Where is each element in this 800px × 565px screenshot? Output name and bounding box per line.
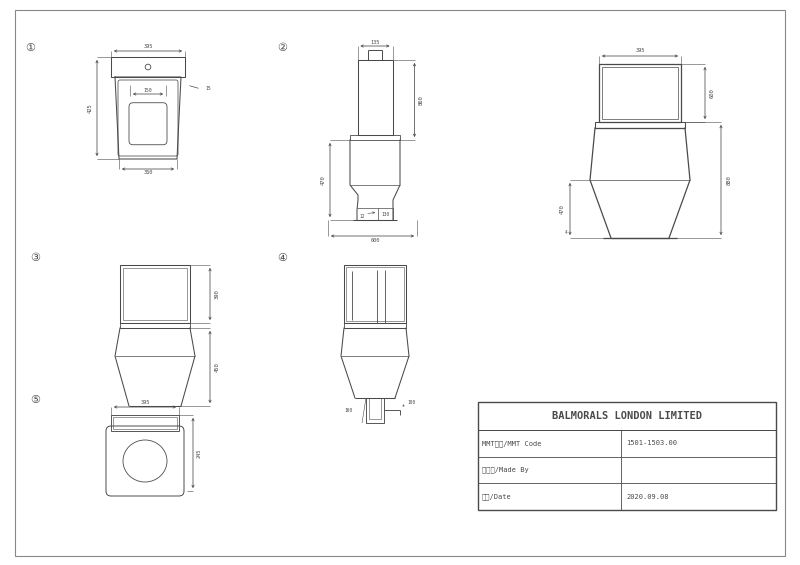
Text: BALMORALS LONDON LIMITED: BALMORALS LONDON LIMITED xyxy=(552,411,702,421)
Text: 860: 860 xyxy=(419,95,424,105)
Text: 2020.09.08: 2020.09.08 xyxy=(626,494,669,499)
Text: ②: ② xyxy=(277,43,287,53)
Bar xyxy=(478,402,776,510)
Bar xyxy=(595,122,685,128)
Text: ⑤: ⑤ xyxy=(30,395,40,405)
Bar xyxy=(111,57,185,77)
Text: 15: 15 xyxy=(205,86,210,92)
Text: 425: 425 xyxy=(87,103,93,113)
Bar xyxy=(369,398,381,419)
Bar xyxy=(123,268,187,320)
Text: 470: 470 xyxy=(321,175,326,185)
Text: 390: 390 xyxy=(214,289,219,299)
Bar xyxy=(599,64,681,122)
Bar xyxy=(366,398,384,423)
Text: 880: 880 xyxy=(726,175,731,185)
Text: 395: 395 xyxy=(140,401,150,406)
Bar xyxy=(346,267,404,321)
Bar xyxy=(344,323,406,328)
Bar xyxy=(478,402,776,430)
Text: 600: 600 xyxy=(710,88,714,98)
Bar xyxy=(113,417,177,429)
Text: ③: ③ xyxy=(30,253,40,263)
Text: ④: ④ xyxy=(277,253,287,263)
Text: 制图人/Made By: 制图人/Made By xyxy=(482,467,529,473)
Text: 245: 245 xyxy=(197,448,202,458)
Text: 450: 450 xyxy=(214,362,219,372)
Text: 470: 470 xyxy=(559,204,565,214)
Bar xyxy=(358,60,393,135)
Text: 12: 12 xyxy=(359,214,365,219)
Text: 150: 150 xyxy=(144,88,152,93)
Bar xyxy=(344,265,406,323)
Text: 100: 100 xyxy=(407,401,415,406)
Bar xyxy=(602,67,678,119)
Text: 130: 130 xyxy=(381,212,390,218)
Bar xyxy=(120,265,190,323)
Bar xyxy=(111,415,179,431)
Bar xyxy=(120,323,190,328)
Text: 1501-1503.00: 1501-1503.00 xyxy=(626,440,677,446)
Text: 4: 4 xyxy=(566,230,568,235)
Text: 395: 395 xyxy=(635,49,645,54)
Text: MMT代号/MMT Code: MMT代号/MMT Code xyxy=(482,440,542,447)
Text: 135: 135 xyxy=(370,40,380,45)
Text: 360: 360 xyxy=(143,171,153,176)
Text: 日期/Date: 日期/Date xyxy=(482,493,512,500)
Text: ①: ① xyxy=(25,43,35,53)
Text: 160: 160 xyxy=(345,408,353,413)
Text: 395: 395 xyxy=(143,45,153,50)
Bar xyxy=(350,135,400,140)
Text: 600: 600 xyxy=(370,238,380,244)
